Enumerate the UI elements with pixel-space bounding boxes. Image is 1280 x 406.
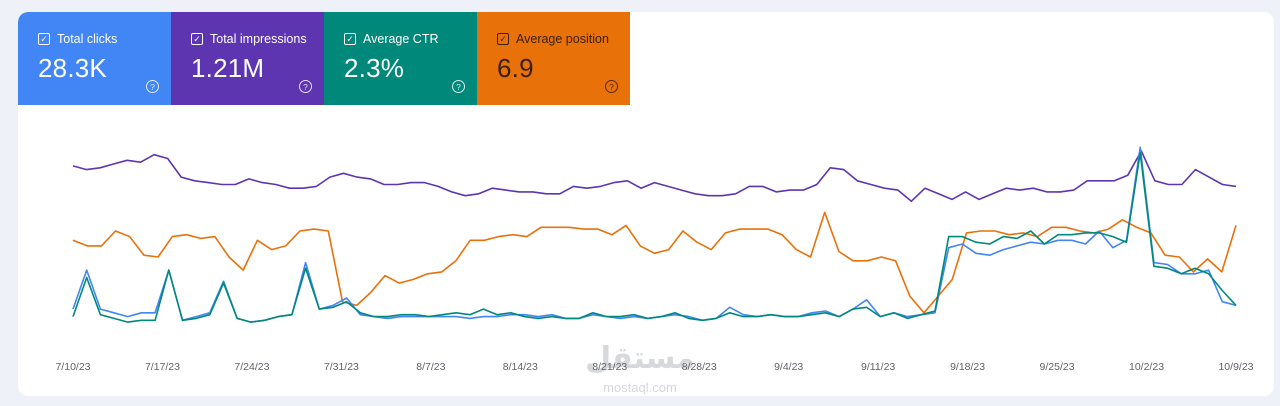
x-tick-label: 8/21/23 — [592, 361, 627, 373]
metric-total-impressions[interactable]: ✓ Total impressions 1.21M ? — [171, 12, 324, 105]
x-tick-label: 10/9/23 — [1218, 361, 1253, 373]
x-tick-label: 8/28/23 — [682, 361, 717, 373]
help-icon[interactable]: ? — [452, 80, 465, 93]
x-tick-label: 7/31/23 — [324, 361, 359, 373]
x-tick-label: 7/17/23 — [145, 361, 180, 373]
metric-label: Total impressions — [210, 32, 307, 46]
performance-card: مستقل mostaql.com 7/10/23 7/17/23 7/24/23 7… — [18, 12, 1274, 396]
x-tick-label: 9/4/23 — [774, 361, 803, 373]
checkbox-checked-icon[interactable]: ✓ — [191, 33, 203, 45]
x-tick-label: 10/2/23 — [1129, 361, 1164, 373]
metric-value: 28.3K — [38, 53, 107, 83]
help-icon[interactable]: ? — [299, 80, 312, 93]
help-icon[interactable]: ? — [146, 80, 159, 93]
metric-average-ctr[interactable]: ✓ Average CTR 2.3% ? — [324, 12, 477, 105]
x-tick-label: 9/25/23 — [1040, 361, 1075, 373]
metric-label: Average position — [516, 32, 609, 46]
checkbox-checked-icon[interactable]: ✓ — [38, 33, 50, 45]
metric-value: 6.9 — [497, 53, 534, 83]
x-tick-label: 7/24/23 — [234, 361, 269, 373]
metric-tabs: ✓ Total clicks 28.3K ? ✓ Total impressio… — [18, 12, 630, 105]
watermark-latin: mostaql.com — [603, 380, 677, 395]
checkbox-checked-icon[interactable]: ✓ — [497, 33, 509, 45]
metric-total-clicks[interactable]: ✓ Total clicks 28.3K ? — [18, 12, 171, 105]
x-tick-label: 8/14/23 — [503, 361, 538, 373]
x-tick-label: 9/18/23 — [950, 361, 985, 373]
metric-label: Average CTR — [363, 32, 439, 46]
metric-average-position[interactable]: ✓ Average position 6.9 ? — [477, 12, 630, 105]
series-lines — [72, 146, 1237, 323]
performance-chart: مستقل mostaql.com 7/10/23 7/17/23 7/24/23 7… — [55, 146, 1254, 395]
checkbox-checked-icon[interactable]: ✓ — [344, 33, 356, 45]
watermark-arabic: مستقل — [585, 341, 695, 376]
watermark: مستقل mostaql.com — [585, 341, 695, 395]
metric-value: 1.21M — [191, 53, 265, 83]
series-line-total-impressions — [72, 150, 1237, 202]
help-icon[interactable]: ? — [605, 80, 618, 93]
x-axis-ticks: 7/10/23 7/17/23 7/24/23 7/31/23 8/7/23 8/14/2… — [55, 361, 1253, 373]
x-tick-label: 7/10/23 — [55, 361, 90, 373]
x-tick-label: 9/11/23 — [861, 361, 895, 373]
metric-label: Total clicks — [57, 32, 118, 46]
series-line-average-ctr — [72, 152, 1237, 323]
metric-value: 2.3% — [344, 53, 405, 83]
series-line-average-position — [72, 211, 1237, 314]
x-tick-label: 8/7/23 — [416, 361, 445, 373]
